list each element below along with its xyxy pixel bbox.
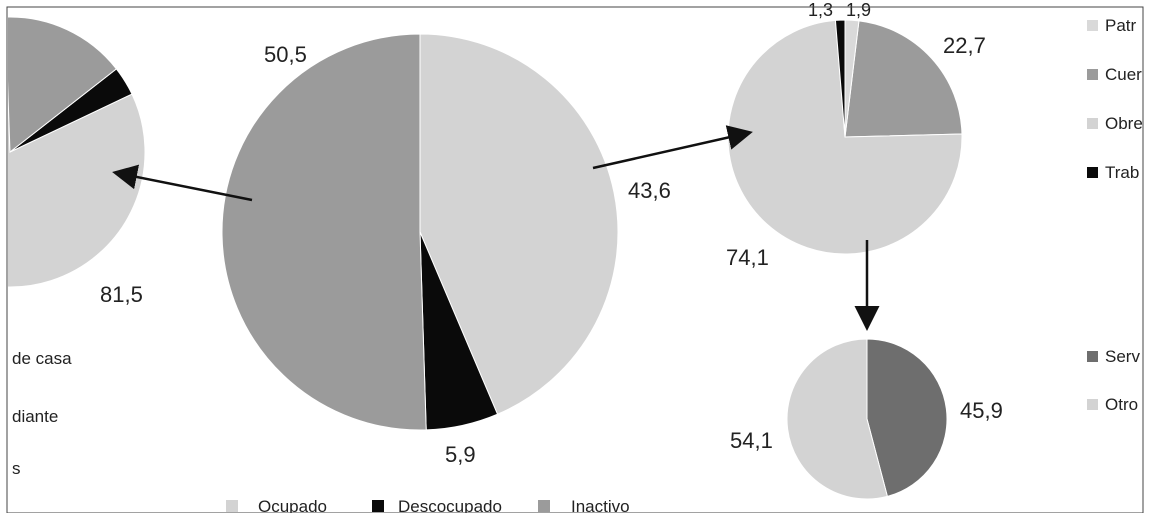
pie-3-slice-serv [866, 338, 948, 497]
legend-label-otro: Otro [1105, 395, 1138, 414]
pie-1-slice-left-a [8, 80, 146, 288]
legend-swatch-trab [1087, 167, 1098, 178]
legend-swatch-inactivo [538, 500, 550, 512]
legend-swatch-descocupado [372, 500, 384, 512]
pie-2-slice-patr [844, 19, 860, 138]
legend-label-ocupado: Ocupado [258, 497, 327, 513]
legend-swatch-obre [1087, 118, 1098, 129]
legend-right-group: Patr Cuer Obre Trab Serv Otro [1087, 16, 1143, 414]
legend-left-item-1: diante [12, 407, 58, 426]
label-desocupado-value: 5,9 [445, 442, 476, 467]
legend-label-inactivo: Inactivo [571, 497, 630, 513]
legend-left-item-0: de casa [12, 349, 72, 368]
legend-label-obre: Obre [1105, 114, 1143, 133]
arrow-main-to-left [112, 164, 253, 202]
arrow-main-to-right [592, 125, 753, 170]
label-inactivo-value: 50,5 [264, 42, 307, 67]
pie-1-slice-left-c [8, 16, 118, 153]
legend-label-trab: Trab [1105, 163, 1139, 182]
pie-3-slice-otro [786, 338, 888, 500]
pies-group [8, 16, 963, 500]
legend-label-descocupado: Descocupado [398, 497, 502, 513]
label-trab-value: 1,3 [808, 0, 833, 20]
label-serv-value: 45,9 [960, 398, 1003, 423]
legend-left-group: de casa diante s [12, 349, 72, 478]
pie-0-slice-ocupado [419, 33, 619, 415]
figure-frame [6, 6, 1144, 513]
legend-swatch-serv [1087, 351, 1098, 362]
label-patr-value: 1,9 [846, 0, 871, 20]
legend-label-serv: Serv [1105, 347, 1140, 366]
legend-label-cuer: Cuer [1105, 65, 1142, 84]
legend-left-item-2: s [12, 459, 21, 478]
pie-2-slice-obre [727, 19, 963, 255]
pie-2-slice-cuer [844, 20, 963, 138]
label-left-pie-value: 81,5 [100, 282, 143, 307]
arrows-group [112, 125, 880, 331]
legend-bottom-group: Ocupado Descocupado Inactivo [226, 497, 630, 513]
label-obre-value: 74,1 [726, 245, 769, 270]
label-cuer-value: 22,7 [943, 33, 986, 58]
legend-swatch-patr [1087, 20, 1098, 31]
legend-swatch-ocupado [226, 500, 238, 512]
legend-swatch-cuer [1087, 69, 1098, 80]
value-labels-group: 50,5 43,6 5,9 81,5 22,7 74,1 1,3 1,9 45,… [100, 0, 1003, 467]
legend-swatch-otro [1087, 399, 1098, 410]
label-otro-value: 54,1 [730, 428, 773, 453]
pie-0-slice-inactivo [221, 33, 427, 431]
label-ocupado-value: 43,6 [628, 178, 671, 203]
legend-label-patr: Patr [1105, 16, 1137, 35]
